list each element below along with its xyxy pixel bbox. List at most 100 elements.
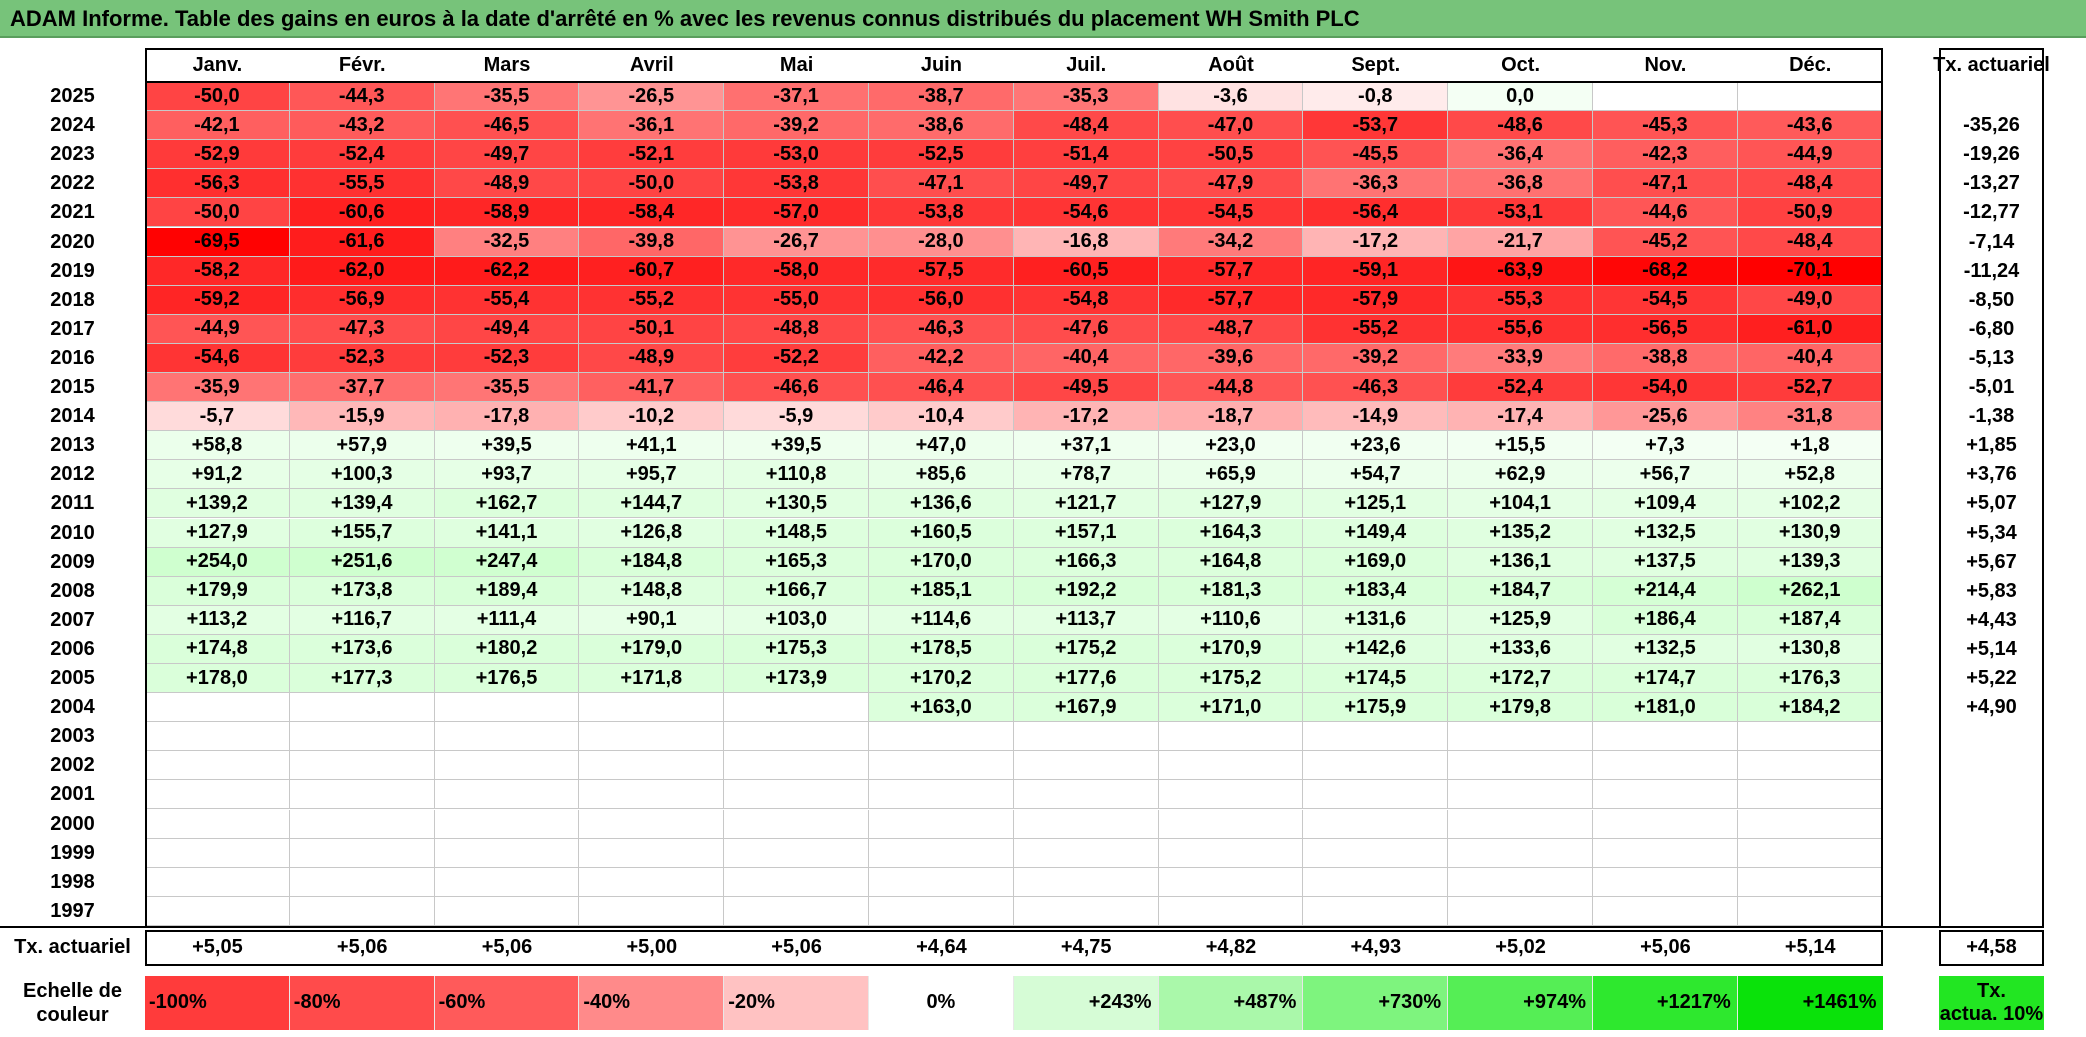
month-header: Mai [779, 53, 814, 76]
table-cell [1593, 751, 1738, 781]
rate-cell: +5,34 [1966, 521, 2017, 544]
table-cell: +149,4 [1303, 518, 1449, 548]
table-cell: -52,2 [724, 343, 869, 373]
table-cell: +130,9 [1737, 518, 1883, 548]
table-cell: +163,0 [869, 693, 1014, 723]
table-cell [1593, 780, 1738, 810]
table-cell: -49,0 [1737, 285, 1883, 315]
table-cell: -52,1 [579, 140, 725, 170]
table-cell: -62,0 [289, 256, 435, 286]
table-cell: +148,5 [724, 518, 869, 548]
table-cell: -38,6 [869, 111, 1014, 141]
table-cell: -47,1 [1593, 169, 1738, 199]
table-cell: +110,8 [724, 460, 869, 490]
table-cell: -57,9 [1303, 285, 1449, 315]
table-cell: +90,1 [579, 605, 725, 635]
table-cell [145, 838, 290, 868]
table-cell [579, 896, 725, 926]
rate-cell: +4,90 [1966, 696, 2017, 719]
footer-rule [0, 925, 2044, 928]
table-cell: -54,6 [1013, 198, 1159, 228]
table-cell: +113,2 [145, 605, 290, 635]
table-cell: +179,9 [145, 576, 290, 606]
table-cell: -46,5 [434, 111, 580, 141]
table-cell: +54,7 [1303, 460, 1449, 490]
table-cell: +130,5 [724, 489, 869, 519]
table-cell [1593, 809, 1738, 839]
footer-total: +4,58 [1966, 936, 2017, 959]
table-cell: +137,5 [1593, 547, 1738, 577]
table-cell: -45,3 [1593, 111, 1738, 141]
table-cell [724, 809, 869, 839]
table-cell [1013, 809, 1159, 839]
month-header: Mars [483, 53, 531, 76]
table-cell: +65,9 [1158, 460, 1304, 490]
table-cell: -37,7 [289, 373, 435, 403]
table-cell: -46,4 [869, 373, 1014, 403]
table-cell: -46,3 [1303, 373, 1449, 403]
table-cell: -41,7 [579, 373, 725, 403]
table-cell [869, 722, 1014, 752]
scale-swatch: -60% [434, 975, 580, 1030]
table-cell: -52,3 [289, 343, 435, 373]
table-cell: -56,4 [1303, 198, 1449, 228]
table-cell: +172,7 [1448, 664, 1593, 694]
table-cell: +184,2 [1737, 693, 1883, 723]
table-cell: -55,5 [289, 169, 435, 199]
table-cell: -52,7 [1737, 373, 1883, 403]
scale-swatch: 0% [869, 975, 1014, 1030]
table-cell: -44,9 [1737, 140, 1883, 170]
table-cell: +95,7 [579, 460, 725, 490]
table-cell: -44,8 [1158, 373, 1304, 403]
year-label: 2020 [50, 230, 95, 253]
table-cell: -43,2 [289, 111, 435, 141]
year-label: 2001 [50, 783, 95, 806]
table-cell: +41,1 [579, 431, 725, 461]
table-cell: +247,4 [434, 547, 580, 577]
table-cell [1013, 780, 1159, 810]
footer-cell: +4,82 [1205, 936, 1257, 959]
rate-cell [1939, 868, 2044, 897]
table-cell: -58,2 [145, 256, 290, 286]
table-cell: -68,2 [1593, 256, 1738, 286]
table-cell: +179,8 [1448, 693, 1593, 723]
table-cell: -47,1 [869, 169, 1014, 199]
table-cell: +141,1 [434, 518, 580, 548]
month-header: Août [1208, 53, 1254, 76]
table-cell: -10,4 [869, 402, 1014, 432]
table-cell: +139,4 [289, 489, 435, 519]
table-cell [289, 809, 435, 839]
table-cell: +179,0 [579, 634, 725, 664]
table-cell [579, 751, 725, 781]
table-cell: +78,7 [1013, 460, 1159, 490]
table-cell [1158, 751, 1304, 781]
scale-rate-line1: Tx. [1977, 979, 2006, 1002]
table-cell: +177,6 [1013, 664, 1159, 694]
table-cell [434, 693, 580, 723]
rate-cell: -5,01 [1968, 376, 2015, 399]
rate-cell: -35,26 [1963, 114, 2020, 137]
table-cell: -16,8 [1013, 227, 1159, 257]
table-cell: -39,2 [1303, 343, 1449, 373]
table-cell [1158, 867, 1304, 897]
table-cell: +39,5 [724, 431, 869, 461]
table-cell: -55,2 [579, 285, 725, 315]
table-cell: -50,1 [579, 314, 725, 344]
table-cell: +192,2 [1013, 576, 1159, 606]
year-label: 2023 [50, 143, 95, 166]
table-cell [1737, 751, 1883, 781]
year-label: 2005 [50, 667, 95, 690]
table-cell: +166,3 [1013, 547, 1159, 577]
table-cell: +175,2 [1013, 634, 1159, 664]
table-cell: -43,6 [1737, 111, 1883, 141]
table-cell [1448, 896, 1593, 926]
rate-cell [1939, 722, 2044, 751]
table-cell: -60,7 [579, 256, 725, 286]
table-cell: +113,7 [1013, 605, 1159, 635]
footer-cell: +5,06 [1640, 936, 1691, 959]
rate-column-header: Tx. actuariel [1933, 53, 2050, 76]
table-cell: -33,9 [1448, 343, 1593, 373]
table-cell: -44,6 [1593, 198, 1738, 228]
table-cell: +170,2 [869, 664, 1014, 694]
table-cell: +93,7 [434, 460, 580, 490]
